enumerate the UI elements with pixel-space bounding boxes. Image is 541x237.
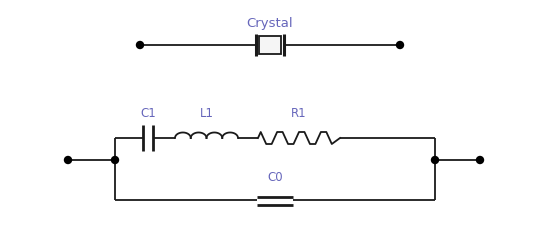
Text: C1: C1 — [140, 107, 156, 120]
Circle shape — [477, 156, 484, 164]
Circle shape — [432, 156, 439, 164]
Circle shape — [64, 156, 71, 164]
Text: Crystal: Crystal — [247, 17, 293, 30]
Circle shape — [136, 41, 143, 49]
Text: L1: L1 — [200, 107, 214, 120]
Circle shape — [111, 156, 118, 164]
Text: R1: R1 — [291, 107, 307, 120]
Circle shape — [397, 41, 404, 49]
Bar — [259, 36, 281, 54]
Text: C0: C0 — [267, 171, 283, 184]
